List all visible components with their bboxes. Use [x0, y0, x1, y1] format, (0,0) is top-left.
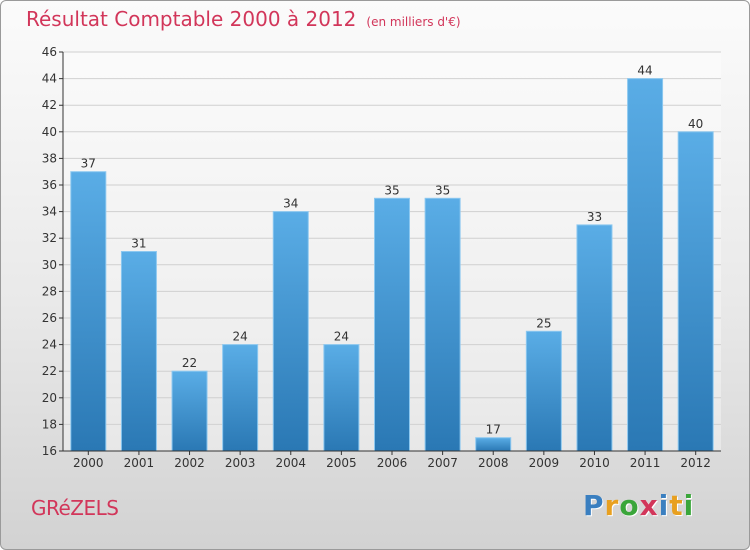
y-tick-label: 46: [42, 45, 57, 59]
chart-title: Résultat Comptable 2000 à 2012 (en millie…: [26, 7, 461, 31]
y-tick-label: 20: [42, 391, 57, 405]
x-tick-label: 2004: [275, 456, 306, 470]
x-tick-label: 2001: [124, 456, 155, 470]
y-tick-label: 42: [42, 98, 57, 112]
bar-2007: [424, 197, 461, 452]
y-tick-label: 18: [42, 417, 57, 431]
data-label-2009: 25: [536, 316, 551, 330]
x-tick-label: 2010: [579, 456, 610, 470]
commune-name: GRéZELS: [31, 496, 119, 520]
data-label-2010: 33: [587, 210, 602, 224]
bars: [70, 78, 714, 452]
axes: 16 18 20 22 24 26 28 30 32 34 36 38 40 42 44 46 2000 2001…: [42, 45, 721, 470]
x-tick-label: 2003: [225, 456, 256, 470]
data-label-2003: 24: [233, 330, 248, 344]
y-tick-label: 36: [42, 178, 57, 192]
bar-2002: [171, 370, 208, 452]
data-label-2011: 44: [637, 64, 652, 78]
x-tick-label: 2011: [630, 456, 661, 470]
data-label-2008: 17: [486, 423, 501, 437]
bar-2009: [525, 330, 562, 452]
y-tick-label: 26: [42, 311, 57, 325]
x-tick-label: 2005: [326, 456, 357, 470]
bar-2003: [222, 344, 259, 452]
y-tick-label: 38: [42, 151, 57, 165]
logo-letter: P: [583, 489, 605, 522]
bar-2004: [272, 211, 309, 452]
bar-2012: [677, 131, 714, 452]
bar-2000: [70, 171, 107, 452]
data-label-2002: 22: [182, 356, 197, 370]
data-label-2001: 31: [131, 237, 146, 251]
y-tick-label: 32: [42, 231, 57, 245]
x-tick-label: 2006: [377, 456, 408, 470]
data-label-2012: 40: [688, 117, 703, 131]
y-tick-label: 30: [42, 258, 57, 272]
y-tick-label: 40: [42, 125, 57, 139]
bar-2005: [323, 344, 360, 452]
logo-letter: r: [604, 489, 620, 522]
bar-2011: [627, 78, 664, 452]
bar-2006: [374, 197, 410, 452]
x-tick-label: 2002: [174, 456, 205, 470]
logo-letter: o: [619, 489, 640, 522]
bar-2001: [120, 251, 157, 452]
logo-letter: x: [639, 489, 659, 522]
logo-letter: t: [669, 489, 684, 522]
x-tick-label: 2009: [529, 456, 560, 470]
y-tick-label: 44: [42, 72, 57, 86]
y-tick-label: 16: [42, 444, 57, 458]
logo-letter: i: [658, 489, 670, 522]
data-label-2006: 35: [384, 183, 399, 197]
data-label-2005: 24: [334, 330, 349, 344]
y-tick-label: 22: [42, 364, 57, 378]
data-label-2004: 34: [283, 197, 298, 211]
x-tick-label: 2012: [680, 456, 711, 470]
bar-2010: [576, 224, 613, 452]
x-tick-label: 2007: [427, 456, 458, 470]
proxiti-logo: Proxiti: [583, 489, 694, 522]
data-label-2007: 35: [435, 183, 450, 197]
chart-subtitle: (en milliers d'€): [366, 15, 461, 29]
x-tick-label: 2008: [478, 456, 509, 470]
y-tick-label: 24: [42, 338, 57, 352]
bar-2008: [475, 437, 512, 452]
x-tick-label: 2000: [73, 456, 104, 470]
data-label-2000: 37: [81, 157, 96, 171]
y-tick-label: 34: [42, 205, 57, 219]
chart-title-text: Résultat Comptable 2000 à 2012: [26, 7, 357, 31]
logo-letter: i: [683, 489, 695, 522]
y-tick-label: 28: [42, 284, 57, 298]
data-labels: 37 31 22 24 34 24 35 35 17 25 33 44 40: [81, 64, 704, 437]
